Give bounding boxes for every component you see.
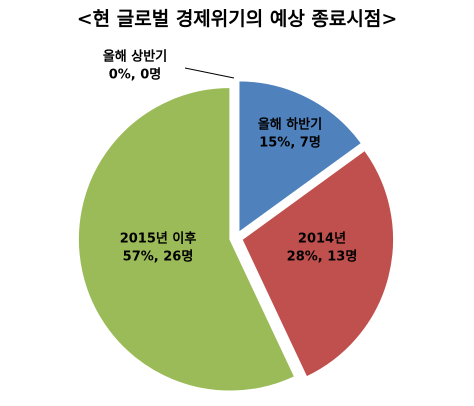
chart-title: <현 글로벌 경제위기의 예상 종료시점>: [77, 8, 398, 30]
slice-value-label: 0%, 0명: [109, 67, 162, 83]
pie-slice: [240, 149, 395, 379]
slice-value-label: 15%, 7명: [259, 135, 321, 151]
pie-slice: [237, 79, 363, 235]
slice-value-label: 57%, 26명: [123, 249, 194, 265]
slice-label: 2015년 이후: [120, 231, 197, 247]
slice-value-label: 28%, 13명: [287, 249, 358, 265]
slice-label: 올해 상반기: [103, 49, 167, 65]
slice-label: 2014년: [298, 232, 346, 247]
pie-slice: [77, 86, 296, 392]
leader-line: [184, 67, 235, 79]
slice-label: 올해 하반기: [258, 117, 322, 133]
